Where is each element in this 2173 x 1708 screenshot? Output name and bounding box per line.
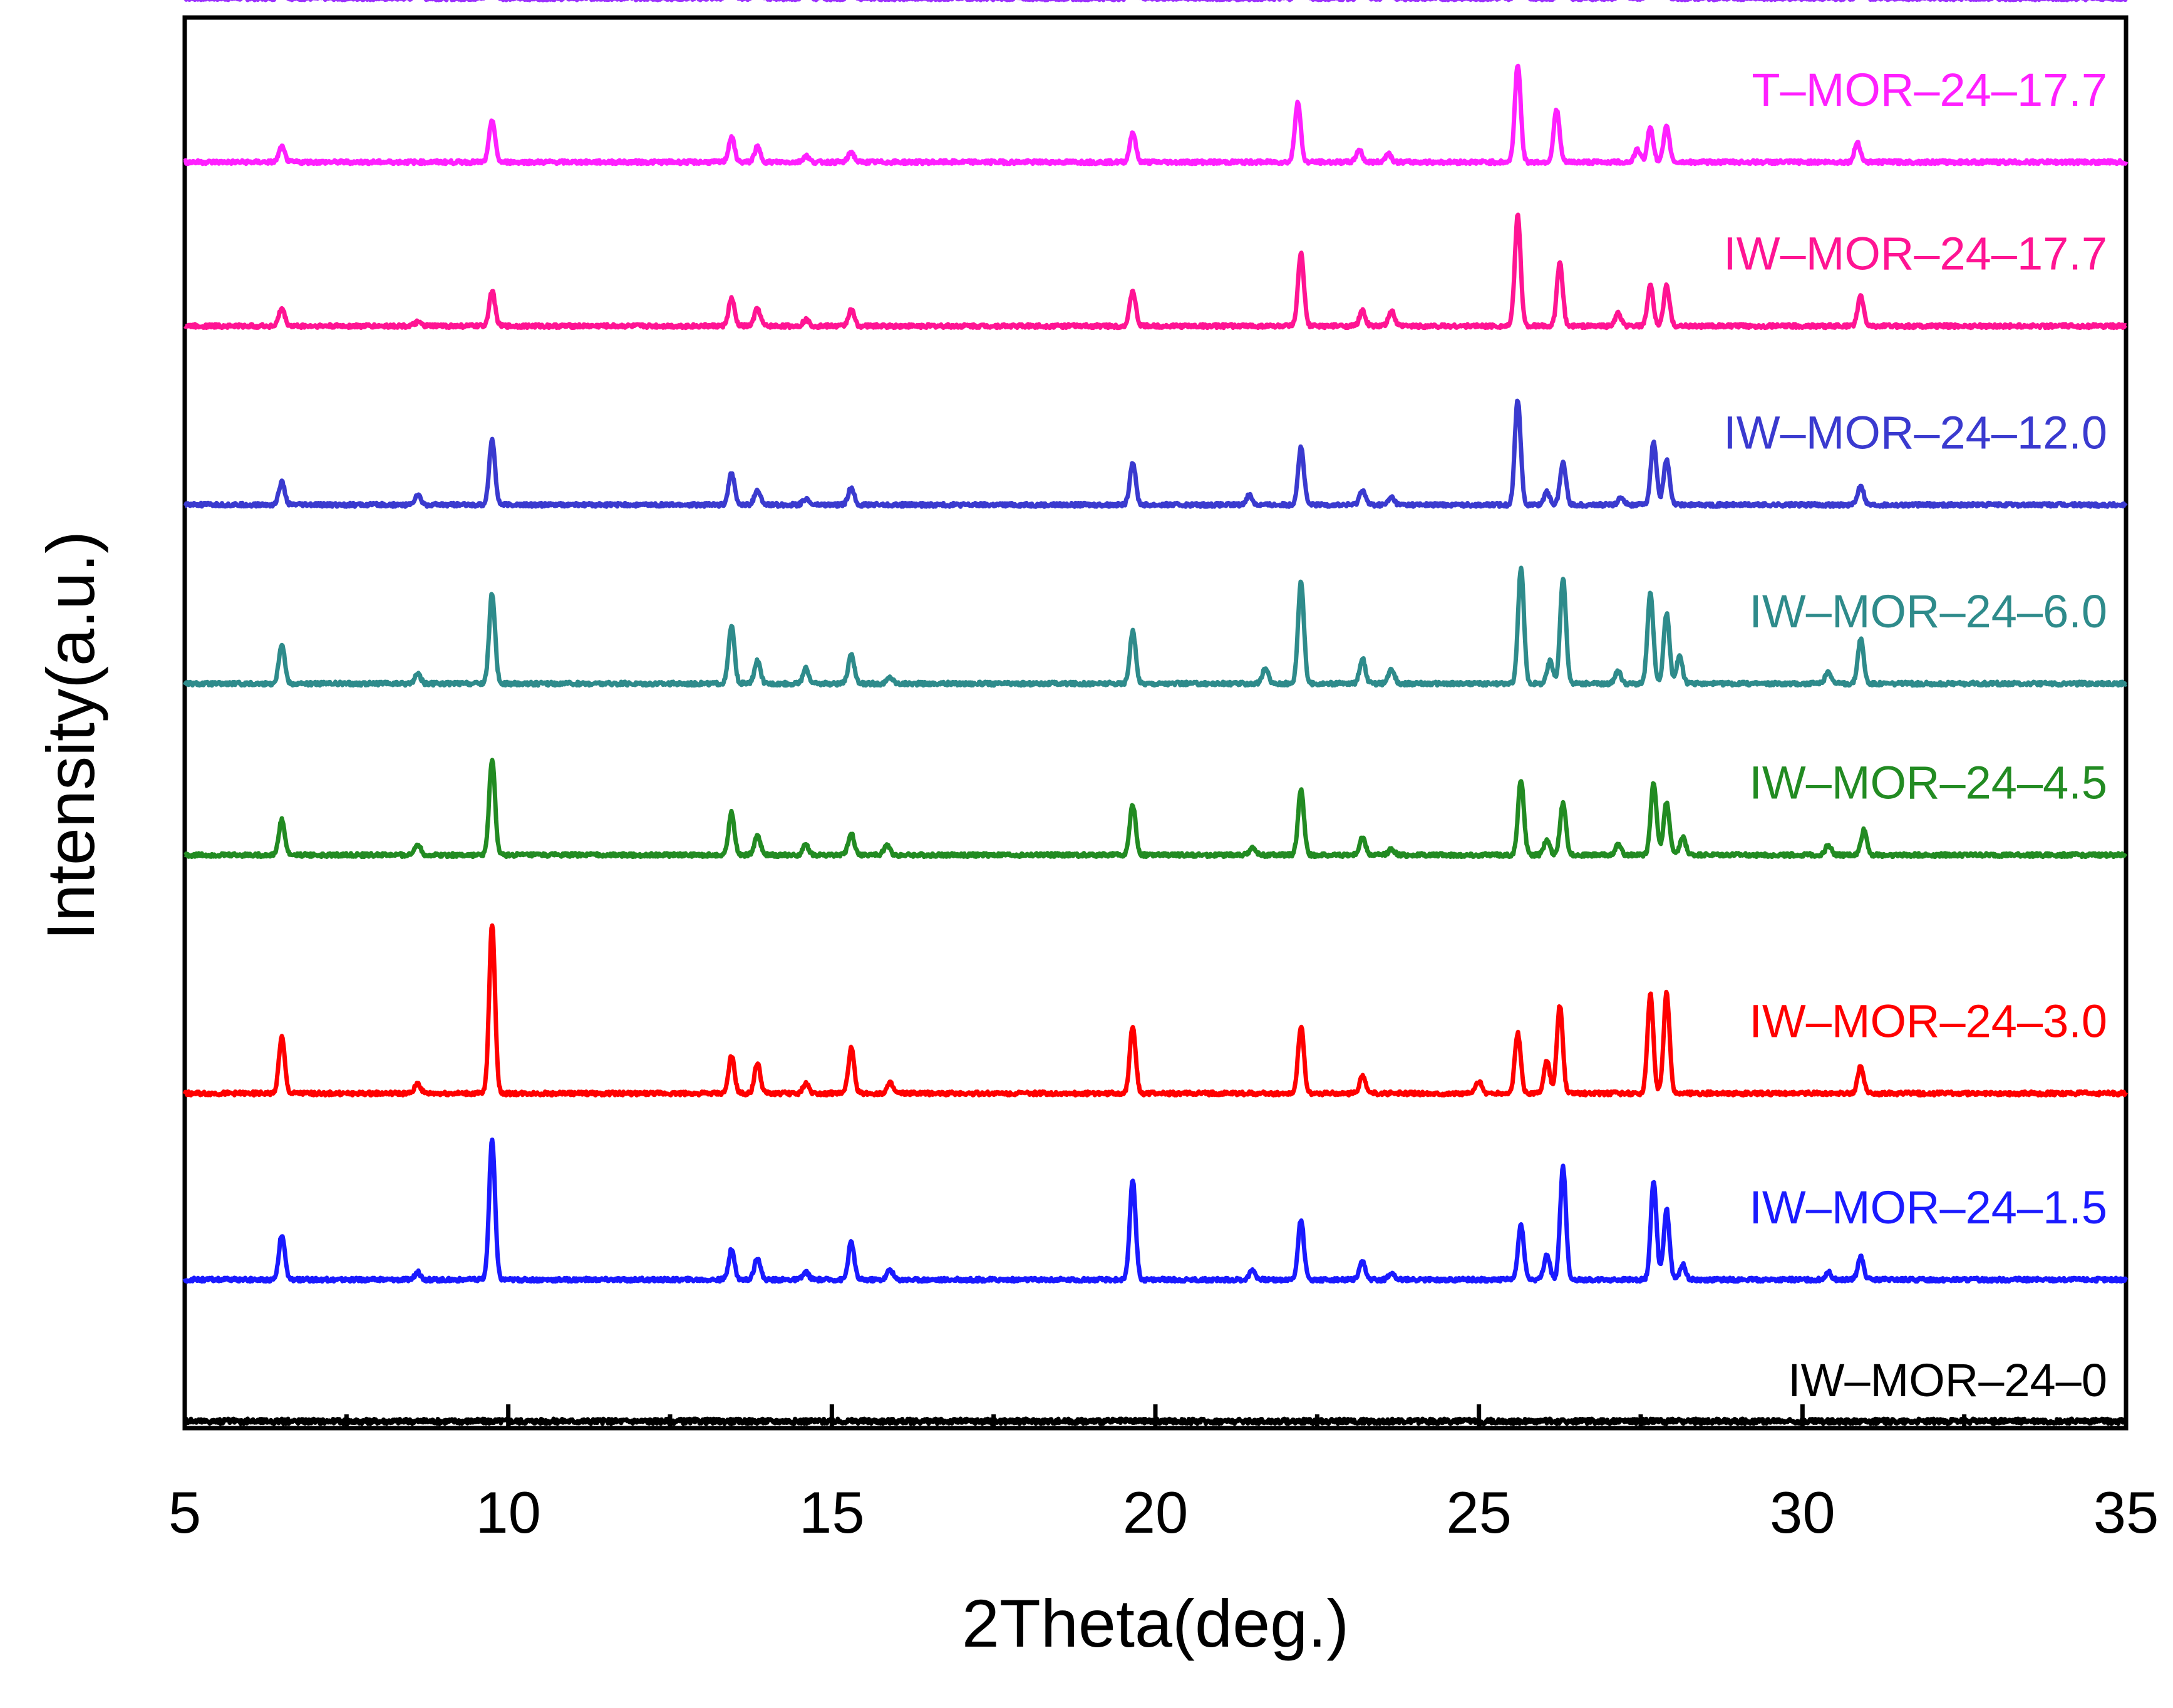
series-line-1: [183, 63, 2129, 167]
series-line-2: [183, 212, 2128, 331]
x-tick-label: 25: [1446, 1479, 1512, 1545]
series-label-3: IW–MOR–24–12.0: [1723, 406, 2107, 458]
series-label-5: IW–MOR–24–4.5: [1749, 757, 2107, 809]
series-labels: IW–MOR–24–24.0T–MOR–24–17.7IW–MOR–24–17.…: [1723, 64, 2107, 1406]
x-axis-title: 2Theta(deg.): [962, 1585, 1349, 1661]
x-tick-label: 10: [475, 1479, 541, 1545]
series-label-4: IW–MOR–24–6.0: [1749, 585, 2107, 637]
series-label-7: IW–MOR–24–1.5: [1749, 1181, 2107, 1233]
series-label-1: T–MOR–24–17.7: [1752, 64, 2107, 116]
series-label-8: IW–MOR–24–0: [1788, 1354, 2107, 1406]
x-tick-label: 20: [1123, 1479, 1189, 1545]
series-line-7: [182, 1137, 2129, 1284]
y-axis-title: Intensity(a.u.): [33, 531, 108, 940]
x-tick-label: 5: [168, 1479, 201, 1545]
x-tick-label: 30: [1770, 1479, 1835, 1545]
series-label-2: IW–MOR–24–17.7: [1723, 228, 2107, 280]
series-line-6: [182, 923, 2129, 1098]
series-line-5: [183, 758, 2128, 860]
x-axis-ticks: 5 10 15 20 25 30 35: [168, 1404, 2159, 1545]
x-tick-label: 15: [799, 1479, 865, 1545]
series-line-3: [183, 398, 2128, 509]
series-line-4: [182, 565, 2128, 688]
series-label-6: IW–MOR–24–3.0: [1749, 995, 2107, 1047]
x-tick-label: 35: [2093, 1479, 2159, 1545]
